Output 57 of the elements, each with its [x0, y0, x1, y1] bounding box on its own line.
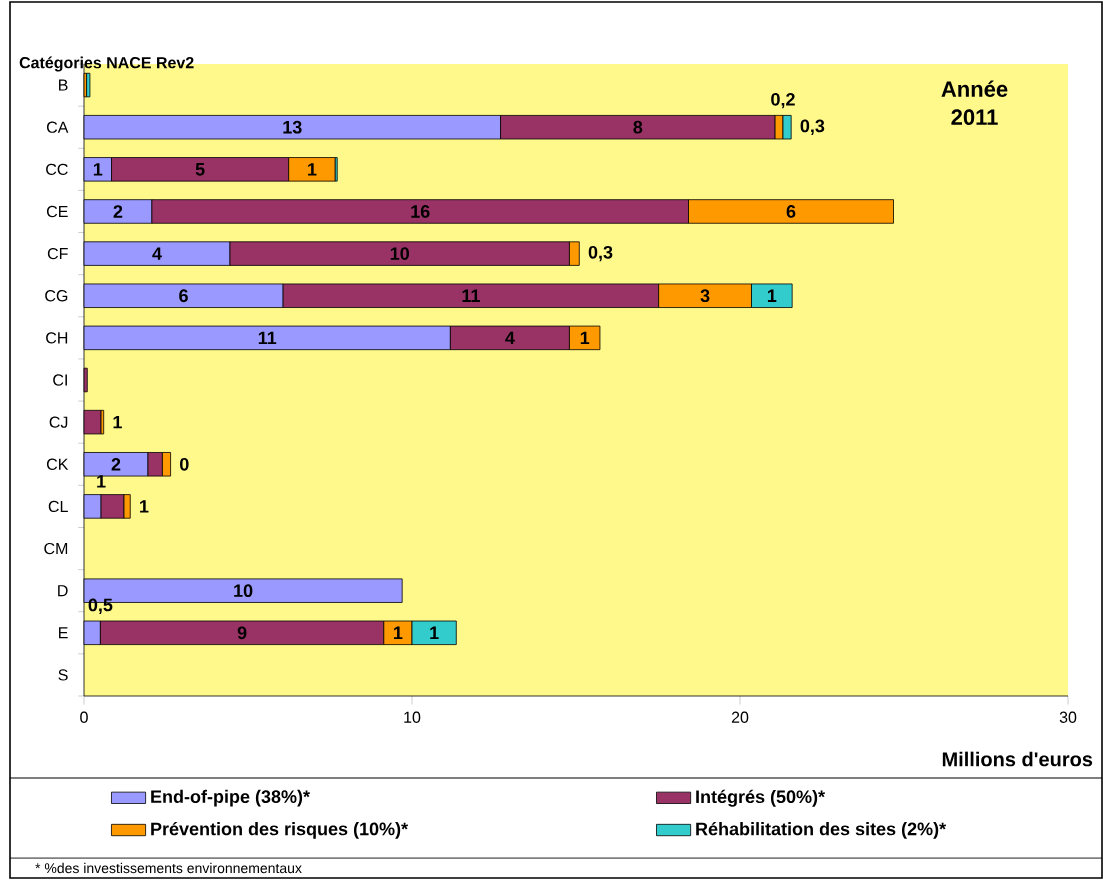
data-label: 9 [237, 626, 247, 640]
text: * %des investissements environnementaux [35, 862, 302, 874]
y-tick-label: B [59, 79, 68, 91]
data-label: 0 [180, 457, 189, 471]
data-label: 8 [633, 120, 643, 134]
text: Année 2011 [941, 80, 1008, 125]
legend-label: Prévention des risques (10%)* [151, 821, 409, 839]
x-tick-label: 30 [1059, 711, 1077, 723]
y-tick-label: D [58, 585, 68, 597]
data-label: 10 [234, 584, 253, 598]
legend-label: Intégrés (50%)* [696, 789, 826, 807]
data-label: 16 [411, 205, 430, 218]
y-tick-label: CI [53, 374, 67, 386]
y-tick-label: CE [46, 205, 68, 218]
y-tick-label: CA [46, 121, 69, 133]
data-label: 1 [97, 475, 106, 488]
data-label: 10 [390, 247, 409, 260]
legend-label: End-of-pipe (38%)* [151, 789, 310, 807]
x-axis-title: Millions d'euros [942, 751, 1093, 767]
data-label: 2 [113, 205, 123, 218]
data-label: 2 [111, 457, 121, 471]
y-tick-label: CC [46, 163, 68, 176]
data-label: 0,3 [800, 119, 825, 135]
y-tick-label: CH [46, 332, 68, 344]
y-tick-label: CL [48, 500, 68, 513]
data-label: 1 [113, 415, 122, 429]
y-axis-title: Catégories NACE Rev2 [19, 56, 194, 72]
legend-label: Réhabilitation des sites (2%)* [696, 821, 947, 839]
x-tick-label: 0 [80, 711, 88, 723]
data-label: 0,5 [88, 598, 113, 614]
y-tick-label: CM [44, 542, 68, 555]
data-label: 1 [394, 626, 403, 639]
y-tick-label: CK [46, 458, 69, 470]
y-tick-label: E [59, 627, 68, 639]
data-label: 1 [93, 163, 103, 176]
y-tick-label: CG [45, 290, 68, 302]
data-label: 6 [786, 205, 796, 218]
data-label: 0,2 [771, 92, 795, 109]
y-tick-label: CF [47, 247, 68, 260]
data-label: 3 [700, 289, 710, 303]
data-label: 11 [462, 289, 480, 302]
data-label: 1 [140, 500, 149, 513]
data-label: 4 [505, 331, 515, 345]
data-label: 11 [258, 331, 277, 345]
data-label: 0,3 [588, 245, 613, 262]
data-label: 5 [195, 163, 205, 176]
data-label: 1 [430, 626, 439, 639]
x-tick-label: 10 [404, 711, 421, 723]
data-label: 4 [152, 247, 162, 260]
y-tick-label: S [58, 669, 68, 681]
y-tick-label: CJ [49, 416, 68, 428]
data-label: 13 [283, 120, 302, 134]
data-label: 1 [580, 331, 590, 345]
data-label: 6 [179, 289, 188, 303]
x-tick-label: 20 [731, 711, 749, 723]
data-label: 1 [767, 289, 777, 302]
data-label: 1 [308, 163, 317, 176]
